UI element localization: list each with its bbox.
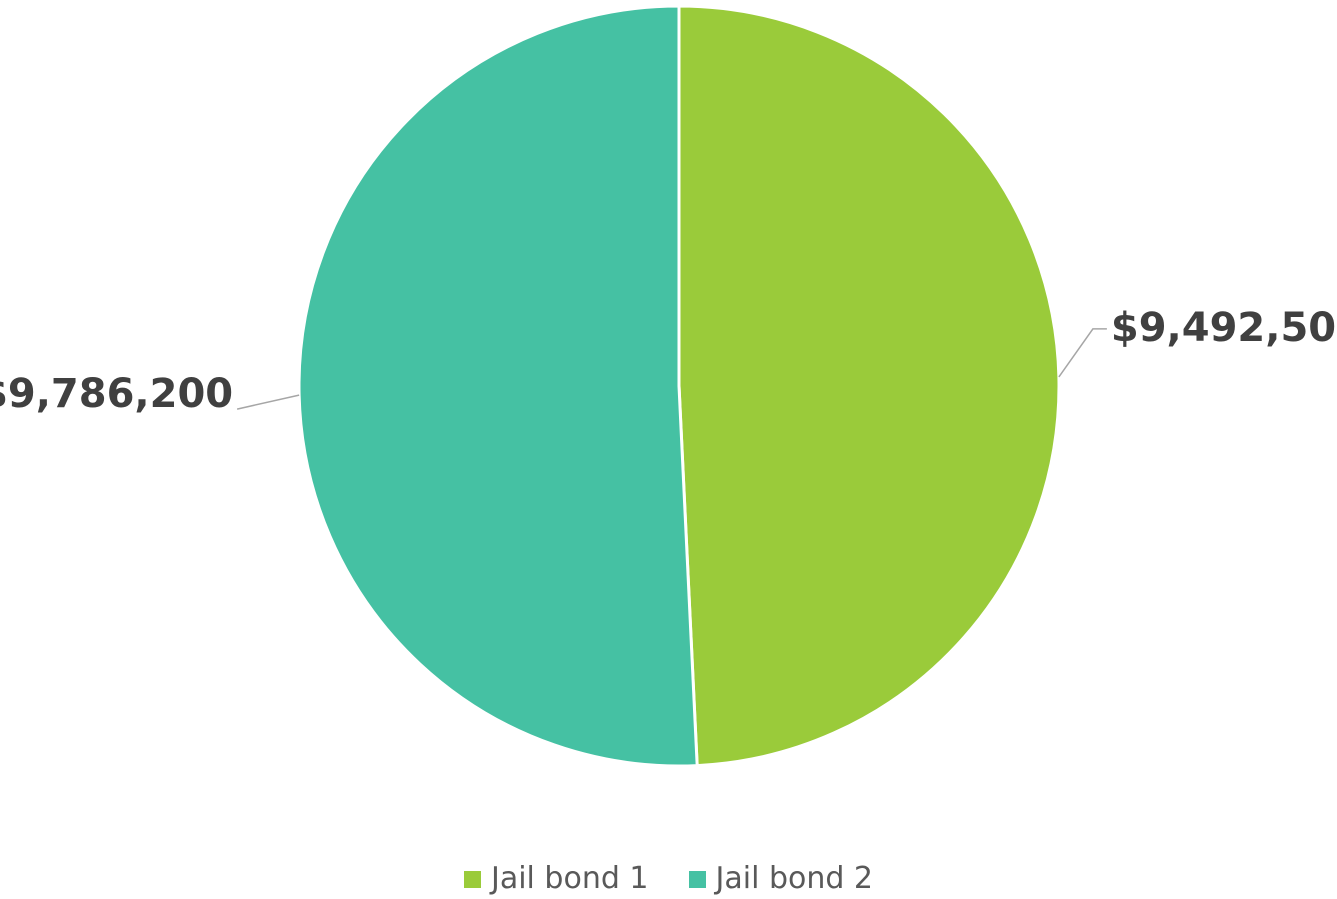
data-label-jail-bond-1: $9,492,500 [1111, 305, 1337, 351]
pie-plot-area: $9,492,500 $9,786,200 [0, 4, 1337, 768]
chart-legend: Jail bond 1 Jail bond 2 [0, 864, 1337, 894]
pie-slice-jail-bond-2[interactable] [297, 4, 699, 768]
leader-line-jail-bond-1 [1058, 328, 1107, 378]
legend-label-jail-bond-2: Jail bond 2 [715, 861, 874, 896]
legend-label-jail-bond-1: Jail bond 1 [490, 861, 649, 896]
leader-line-jail-bond-2 [236, 394, 300, 410]
legend-item-jail-bond-1[interactable]: Jail bond 1 [463, 861, 649, 896]
legend-swatch-jail-bond-1 [463, 870, 481, 888]
data-label-jail-bond-2: $9,786,200 [0, 371, 233, 417]
data-labels-layer: $9,492,500 $9,786,200 [0, 305, 1337, 417]
pie-slice-jail-bond-1[interactable] [677, 4, 1061, 768]
slices-layer [297, 4, 1061, 768]
legend-item-jail-bond-2[interactable]: Jail bond 2 [688, 861, 874, 896]
legend-swatch-jail-bond-2 [688, 870, 706, 888]
